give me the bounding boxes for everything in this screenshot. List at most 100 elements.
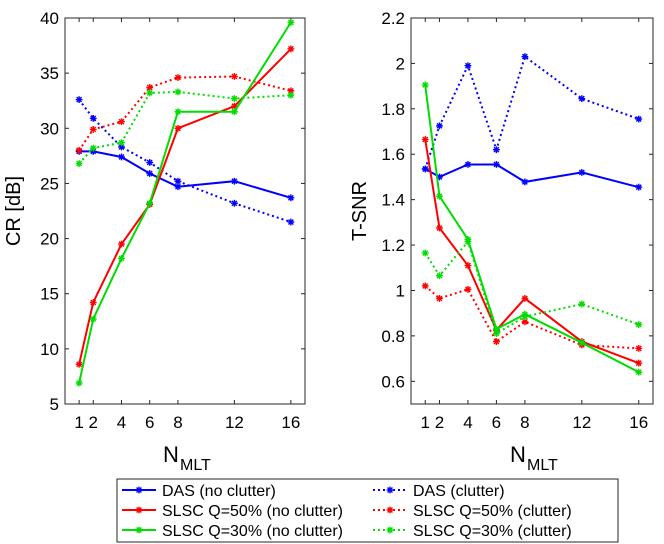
legend-label: SLSC Q=50% (clutter) [413, 503, 572, 520]
legend-label: SLSC Q=30% (no clutter) [162, 523, 343, 540]
data-point [89, 315, 97, 323]
data-point [421, 165, 429, 173]
data-point [421, 136, 429, 143]
y-tick-label: 2 [396, 54, 405, 73]
legend-item-das-clutter: DAS (clutter) [373, 483, 505, 500]
legend-marker [135, 486, 143, 494]
data-point [231, 95, 238, 102]
data-point [578, 339, 586, 347]
data-point [464, 262, 472, 269]
series-line [78, 90, 291, 165]
data-point [493, 330, 500, 338]
data-point [436, 192, 443, 200]
data-point [287, 91, 295, 99]
data-point [464, 285, 472, 293]
data-point [464, 238, 472, 246]
y-tick-label: 35 [40, 64, 59, 83]
series-line [424, 139, 640, 365]
legend-item-slsc-q-30-no-clutter: SLSC Q=30% (no clutter) [122, 523, 343, 540]
data-point [75, 96, 83, 104]
data-point [231, 199, 238, 207]
data-point [521, 178, 529, 186]
legend-box [116, 478, 619, 543]
data-point [174, 124, 182, 132]
series-das-no-clutter [421, 161, 643, 191]
data-point [436, 295, 443, 302]
y-tick-label: 15 [40, 285, 59, 304]
data-point [635, 183, 643, 191]
y-tick-label: 0.6 [381, 372, 405, 391]
data-point [421, 81, 429, 89]
series-das-no-clutter [75, 148, 295, 202]
y-tick-label: 25 [40, 174, 59, 193]
data-point [118, 143, 125, 151]
series-das-clutter [75, 96, 295, 226]
data-point [231, 73, 238, 80]
legend-item-das-no-clutter: DAS (no clutter) [122, 483, 276, 500]
x-tick-label: 8 [173, 413, 182, 432]
legend-marker [386, 486, 394, 494]
data-point [75, 379, 83, 387]
x-tick-label: 2 [89, 413, 98, 432]
data-point [521, 295, 529, 302]
data-point [118, 153, 125, 161]
series-line [424, 54, 640, 170]
data-point [493, 146, 500, 154]
data-point [89, 114, 97, 122]
x-tick-label: 12 [225, 413, 244, 432]
data-point [287, 194, 295, 202]
x-tick-label: 8 [520, 413, 529, 432]
y-tick-label: 0.8 [381, 327, 405, 346]
data-point [464, 161, 472, 168]
data-point [118, 139, 125, 147]
data-point [75, 146, 83, 154]
data-point [421, 282, 429, 290]
data-point [578, 95, 586, 103]
data-point [146, 89, 154, 97]
y-tick-label: 40 [40, 9, 59, 28]
data-point [521, 313, 529, 320]
data-point [231, 177, 238, 185]
y-axis-label: CR [dB] [3, 176, 25, 246]
data-point [231, 108, 238, 116]
series-slsc-q-30-clutter [75, 88, 295, 167]
series-slsc-q-50-clutter [75, 73, 295, 154]
series-slsc-q-30-clutter [421, 238, 643, 338]
data-point [436, 224, 443, 232]
legend: DAS (no clutter) DAS (clutter) SLSC Q=50% … [116, 478, 619, 543]
data-point [118, 240, 125, 248]
data-point [118, 255, 125, 262]
y-axis-label: T-SNR [349, 181, 371, 241]
x-tick-label: 4 [117, 413, 126, 432]
y-tick-label: 10 [40, 340, 59, 359]
plot-area-frame [64, 17, 306, 405]
data-point [578, 169, 586, 176]
x-tick-label: 4 [463, 413, 472, 432]
y-tick-label: 1.8 [381, 100, 405, 119]
data-point [174, 88, 182, 96]
y-tick-label: 1.2 [381, 236, 405, 255]
data-point [174, 177, 182, 185]
y-tick-label: 2.2 [381, 9, 405, 28]
data-point [89, 125, 97, 133]
series-slsc-q-30-no-clutter [75, 19, 295, 387]
x-tick-label: 6 [145, 413, 154, 432]
data-point [174, 108, 182, 116]
series-line [78, 98, 292, 223]
x-axis-label: N [163, 442, 179, 467]
x-axis-label-subscript: MLT [527, 457, 558, 474]
data-point [493, 338, 500, 345]
y-tick-label: 20 [40, 230, 59, 249]
data-point [436, 272, 443, 280]
data-point [89, 144, 97, 152]
data-point [635, 359, 643, 367]
legend-item-slsc-q-50-clutter: SLSC Q=50% (clutter) [373, 503, 572, 520]
legend-label: SLSC Q=30% (clutter) [413, 523, 572, 540]
data-point [75, 160, 83, 167]
data-point [118, 118, 125, 126]
series-das-clutter [421, 53, 643, 173]
y-tick-label: 5 [50, 395, 59, 414]
